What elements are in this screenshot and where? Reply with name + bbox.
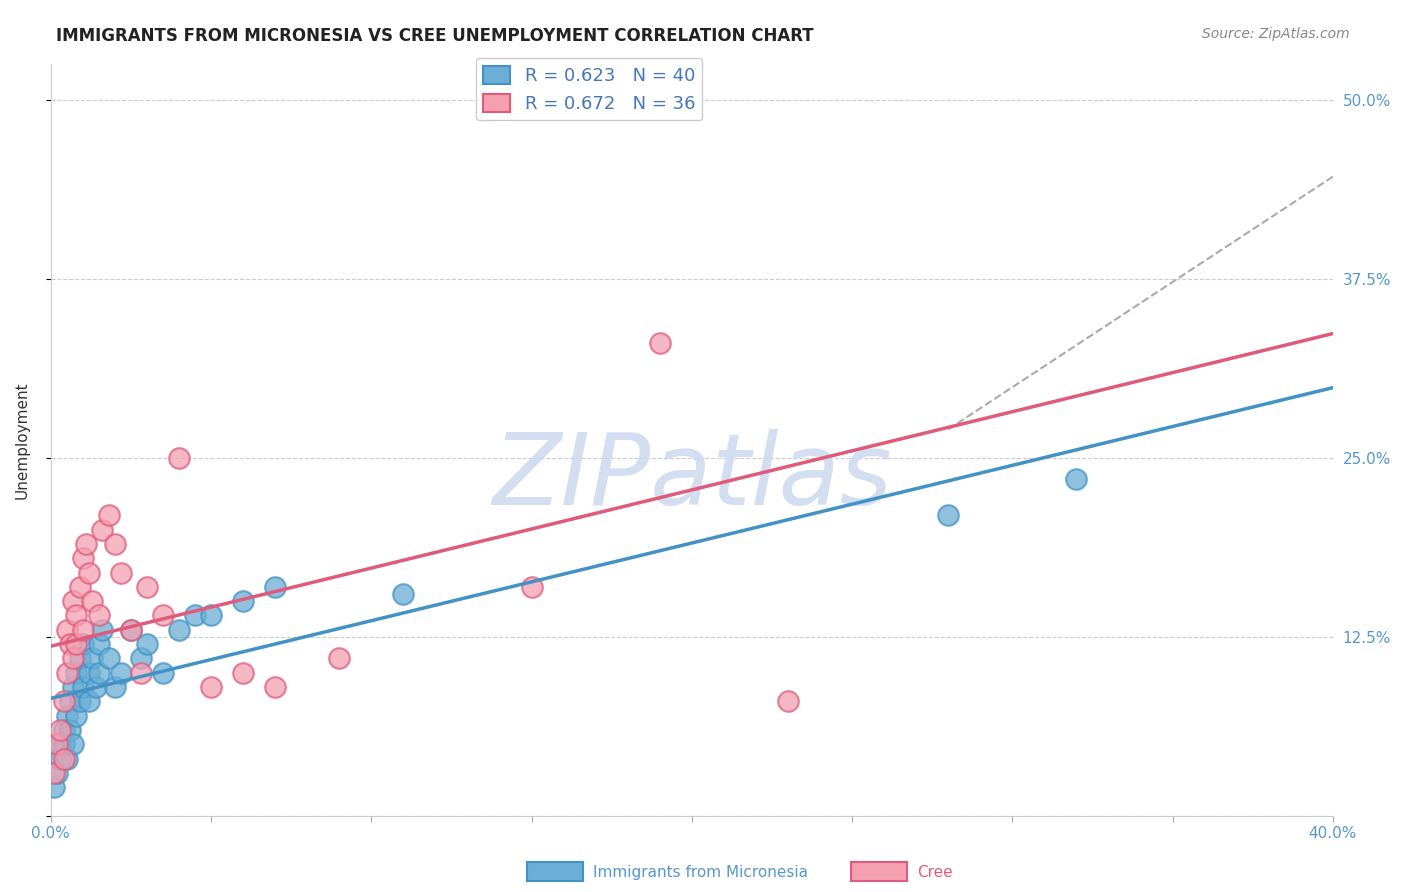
Point (232, 594, 254, 608)
Point (97, 651, 120, 665)
Text: IMMIGRANTS FROM MICRONESIA VS CREE UNEMPLOYMENT CORRELATION CHART: IMMIGRANTS FROM MICRONESIA VS CREE UNEMP… (56, 27, 814, 45)
Point (62, 680, 84, 694)
Point (79, 566, 101, 580)
Text: Source: ZipAtlas.com: Source: ZipAtlas.com (1202, 27, 1350, 41)
Point (264, 680, 287, 694)
Point (75, 537, 97, 551)
Point (62, 651, 84, 665)
Legend: R = 0.623   N = 40, R = 0.672   N = 36: R = 0.623 N = 40, R = 0.672 N = 36 (477, 58, 703, 120)
Point (200, 680, 222, 694)
Point (46, 737, 69, 751)
Point (152, 608, 174, 623)
Point (104, 680, 127, 694)
Point (776, 694, 799, 708)
Point (110, 665, 132, 680)
Point (104, 537, 127, 551)
Point (49, 723, 72, 737)
Point (167, 623, 190, 637)
Point (184, 608, 207, 623)
Point (936, 508, 959, 523)
Point (82, 594, 104, 608)
Point (120, 623, 142, 637)
Point (91, 623, 114, 637)
Point (91, 523, 114, 537)
Text: ZIPatlas: ZIPatlas (492, 429, 891, 526)
Y-axis label: Unemployment: Unemployment (15, 381, 30, 499)
Point (232, 665, 254, 680)
Point (152, 665, 174, 680)
Point (167, 450, 190, 465)
Point (648, 336, 671, 351)
Point (46, 766, 69, 780)
Point (65, 608, 87, 623)
Point (59, 694, 82, 708)
Point (79, 694, 101, 708)
Point (392, 587, 415, 601)
Point (520, 580, 543, 594)
Point (129, 651, 152, 665)
Point (79, 665, 101, 680)
Point (65, 637, 87, 651)
Point (72, 637, 94, 651)
Point (56, 708, 79, 723)
Point (72, 623, 94, 637)
Text: Cree: Cree (917, 865, 952, 880)
Point (65, 708, 87, 723)
Point (72, 680, 94, 694)
Point (52, 751, 75, 765)
Point (110, 566, 132, 580)
Point (56, 751, 79, 765)
Text: Immigrants from Micronesia: Immigrants from Micronesia (593, 865, 808, 880)
Point (328, 651, 350, 665)
Point (120, 623, 142, 637)
Point (59, 637, 82, 651)
Point (129, 665, 152, 680)
Point (49, 737, 72, 751)
Point (200, 608, 222, 623)
Point (87, 637, 110, 651)
Point (62, 594, 84, 608)
Point (56, 665, 79, 680)
Point (87, 608, 110, 623)
Point (42, 780, 65, 795)
Point (84, 680, 107, 694)
Point (65, 665, 87, 680)
Point (56, 623, 79, 637)
Point (42, 766, 65, 780)
Point (69, 580, 91, 594)
Point (87, 665, 110, 680)
Point (49, 751, 72, 765)
Point (136, 580, 159, 594)
Point (136, 637, 159, 651)
Point (82, 651, 104, 665)
Point (52, 723, 75, 737)
Point (264, 580, 287, 594)
Point (97, 508, 120, 523)
Point (52, 694, 75, 708)
Point (69, 694, 91, 708)
Point (59, 723, 82, 737)
Point (69, 651, 91, 665)
Point (1066, 473, 1088, 487)
Point (62, 737, 84, 751)
Point (52, 737, 75, 751)
Point (72, 551, 94, 566)
